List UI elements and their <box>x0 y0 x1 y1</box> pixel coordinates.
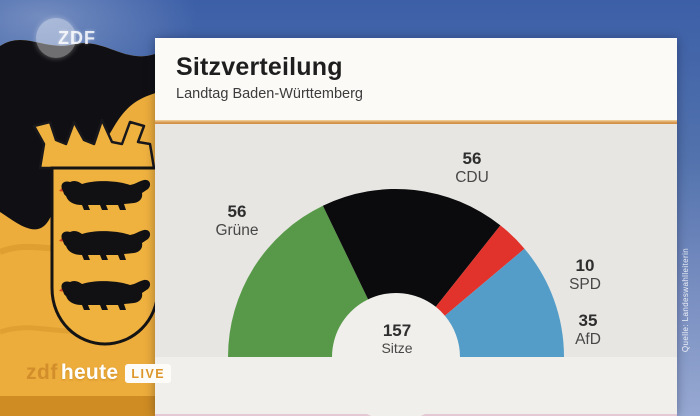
source-credit: Quelle: Landeswahlleiterin <box>681 247 690 353</box>
page-subtitle: Landtag Baden-Württemberg <box>176 86 363 102</box>
seat-count: 35 <box>578 311 598 330</box>
party-name: CDU <box>455 169 489 186</box>
total-seats-unit: Sitze <box>381 340 413 356</box>
zdfheute-live-logo: zdf heute LIVE <box>26 361 172 385</box>
seat-count: 56 <box>462 149 482 168</box>
accent-divider <box>155 120 677 124</box>
page-title: Sitzverteilung <box>176 53 343 81</box>
party-name: AfD <box>575 331 601 348</box>
logo-heute-text: heute <box>60 361 119 384</box>
party-name: Grüne <box>215 222 259 239</box>
total-seats: 157 <box>382 321 412 340</box>
seat-count: 10 <box>575 256 595 275</box>
chart-baseline-strip <box>155 357 677 416</box>
baden-wuerttemberg-flag <box>0 40 175 416</box>
chart-label-afd: 35 AfD <box>548 311 628 349</box>
chart-label-spd: 10 SPD <box>545 256 625 294</box>
coat-of-arms-crown <box>32 118 156 170</box>
live-badge: LIVE <box>125 363 172 383</box>
zdf-watermark: ZDF <box>36 18 156 60</box>
zdf-logo-text: ZDF <box>58 28 96 48</box>
party-name: SPD <box>569 276 601 293</box>
coat-of-arms-lions <box>59 179 151 310</box>
card-header: Sitzverteilung Landtag Baden-Württemberg <box>155 38 677 120</box>
seat-count: 56 <box>227 202 247 221</box>
chart-label-cdu: 56 CDU <box>430 149 514 187</box>
flag-black-band <box>0 40 175 230</box>
chart-label-gruene: 56 Grüne <box>190 202 284 240</box>
flag-bottom-shade <box>0 396 175 416</box>
logo-zdf-text: zdf <box>26 361 58 384</box>
chart-total-label: 157 Sitze <box>357 321 437 357</box>
zdf-logo-icon <box>36 18 76 58</box>
